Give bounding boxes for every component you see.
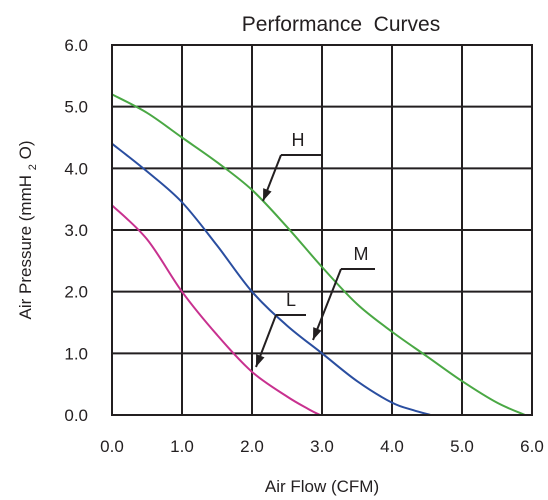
x-tick-label: 0.0	[100, 437, 124, 456]
annotation-leader	[312, 268, 342, 341]
y-tick-label: 0.0	[64, 406, 88, 425]
chart-title: Performance Curves	[242, 13, 440, 36]
x-tick-label: 3.0	[310, 437, 334, 456]
annotation-arrowhead	[263, 188, 272, 201]
x-tick-label: 4.0	[380, 437, 404, 456]
annotation-arrowhead	[256, 354, 265, 367]
series-line-l	[111, 204, 321, 416]
y-tick-label: 3.0	[64, 221, 88, 240]
y-tick-label: 4.0	[64, 159, 88, 178]
y-tick-label: 2.0	[64, 283, 88, 302]
annotation-label-l: L	[286, 290, 296, 310]
annotation-h: H	[262, 130, 321, 202]
annotation-layer: H M L	[255, 130, 375, 368]
y-tick-labels: 0.0 1.0 2.0 3.0 4.0 5.0 6.0	[64, 36, 88, 425]
annotation-label-m: M	[354, 244, 369, 264]
series-line-h	[111, 93, 526, 416]
annotation-l: L	[255, 290, 306, 368]
annotation-m: M	[312, 244, 375, 341]
y-axis-title-prefix: Air Pressure (mmH	[16, 175, 35, 320]
x-tick-label: 6.0	[520, 437, 544, 456]
y-axis-title-subscript: 2	[27, 164, 39, 170]
x-tick-label: 5.0	[450, 437, 474, 456]
x-tick-labels: 0.0 1.0 2.0 3.0 4.0 5.0 6.0	[100, 437, 544, 456]
annotation-label-h: H	[292, 130, 305, 150]
y-axis-title: Air Pressure (mmH 2 O)	[16, 141, 40, 320]
x-axis-title: Air Flow (CFM)	[265, 477, 379, 496]
y-tick-label: 6.0	[64, 36, 88, 55]
y-tick-label: 1.0	[64, 344, 88, 363]
x-tick-label: 2.0	[240, 437, 264, 456]
plot-frame	[111, 44, 533, 416]
y-axis-title-suffix: O)	[16, 141, 35, 160]
x-tick-label: 1.0	[170, 437, 194, 456]
grid-layer	[112, 45, 532, 415]
y-tick-label: 5.0	[64, 98, 88, 117]
annotation-arrowhead	[313, 327, 322, 340]
series-layer	[111, 93, 526, 416]
series-line-m	[111, 142, 432, 416]
